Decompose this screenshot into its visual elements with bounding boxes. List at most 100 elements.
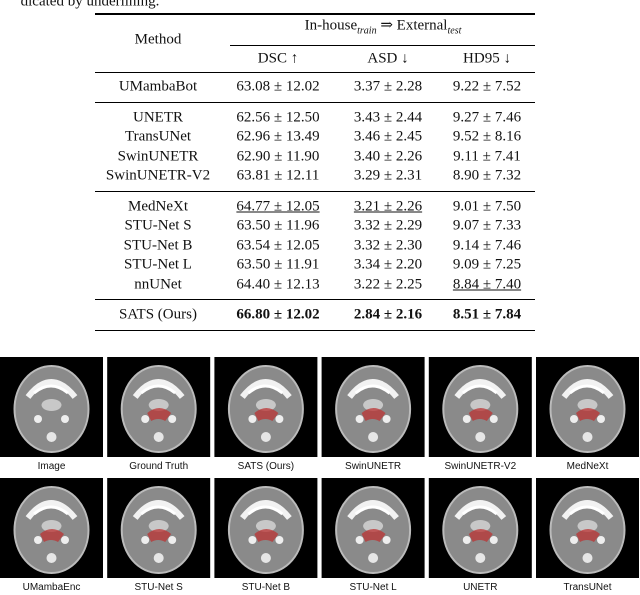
cell: 3.46 ± 2.45 [353, 128, 423, 145]
shape [25, 379, 78, 399]
cell: UNETR [133, 109, 183, 125]
cell: SATS (Ours) [119, 306, 197, 323]
shape [597, 415, 605, 423]
shape [489, 415, 498, 423]
shape [275, 536, 284, 544]
cell: 64.40 ± 12.13 [236, 276, 320, 292]
cell: 3.21 ± 2.26 [353, 198, 423, 214]
shape [361, 529, 386, 542]
cell: 8.84 ± 7.40 [452, 276, 522, 292]
shape [46, 553, 57, 563]
shape [168, 536, 177, 544]
image-label: MedNeXt [566, 461, 609, 472]
shape [549, 486, 626, 574]
cell: 62.56 ± 12.50 [236, 109, 320, 125]
shape [363, 399, 384, 411]
shape [597, 536, 605, 544]
rule [95, 299, 535, 300]
shape [577, 520, 598, 532]
ct-image [536, 478, 639, 578]
cell: STU-Net S [124, 217, 192, 234]
cell: 8.51 ± 7.84 [452, 306, 522, 323]
cell: 63.50 ± 11.96 [236, 217, 320, 234]
shape [248, 415, 257, 423]
cell: 9.09 ± 7.25 [452, 256, 522, 273]
image-label: SwinUNETR [345, 461, 402, 472]
shape [61, 415, 69, 423]
shape [141, 536, 150, 544]
cell: 63.08 ± 12.02 [236, 78, 320, 95]
cell: nnUNet [134, 276, 182, 292]
header: HD95 ↓ [463, 50, 511, 67]
cell: 3.43 ± 2.44 [353, 109, 423, 125]
ct-image [214, 357, 318, 457]
shape [148, 520, 169, 532]
shape [140, 384, 177, 395]
shape [153, 432, 164, 442]
cell: 3.37 ± 2.28 [353, 78, 423, 95]
shape [120, 365, 197, 453]
cell: 63.50 ± 11.91 [236, 256, 320, 273]
shape [382, 415, 391, 423]
ct-image [536, 357, 639, 457]
cell: SwinUNETR [117, 148, 199, 164]
cell: 9.27 ± 7.46 [452, 109, 522, 125]
caption: dicated by underlining. [20, 0, 160, 10]
shape [442, 365, 519, 453]
header: Method [134, 31, 182, 48]
header: ASD ↓ [367, 50, 409, 67]
shape [347, 500, 399, 520]
cell: STU-Net B [123, 237, 193, 253]
shape [577, 399, 598, 411]
ct-image [107, 357, 211, 457]
shape [25, 500, 78, 520]
shape [582, 432, 593, 442]
image-label: UNETR [463, 582, 498, 593]
shape [275, 415, 284, 423]
rule [95, 13, 535, 15]
cell: 9.22 ± 7.52 [452, 78, 522, 95]
shape [240, 500, 292, 520]
shape [470, 520, 491, 532]
shape [468, 529, 493, 542]
shape [382, 536, 391, 544]
shape [561, 379, 614, 399]
cell: 64.77 ± 12.05 [236, 198, 320, 214]
cell: 9.07 ± 7.33 [452, 217, 522, 234]
shape [569, 384, 605, 395]
ct-image [0, 478, 103, 578]
rule [95, 190, 535, 192]
shape [41, 520, 62, 532]
shape [254, 408, 279, 421]
rule [95, 329, 535, 331]
shape [132, 500, 185, 520]
text: test [447, 25, 462, 37]
shape [368, 432, 379, 442]
shape [355, 536, 364, 544]
shape [248, 536, 257, 544]
shape [61, 536, 69, 544]
shape [153, 553, 164, 563]
cell: 9.11 ± 7.41 [453, 148, 521, 164]
shape [576, 408, 600, 421]
ct-image [321, 478, 425, 578]
shape [147, 408, 172, 421]
image-label: Ground Truth [129, 461, 189, 472]
ct-image [428, 478, 532, 578]
cell: TransUNet [124, 128, 192, 145]
shape [454, 379, 507, 399]
shape [354, 505, 391, 516]
cell: 3.29 ± 2.31 [353, 167, 423, 184]
shape [40, 529, 64, 542]
cell: 63.81 ± 12.11 [236, 167, 320, 184]
cell: SwinUNETR-V2 [105, 167, 211, 184]
shape [475, 432, 486, 442]
header: DSC ↑ [257, 50, 299, 67]
shape [13, 486, 90, 574]
shape [34, 536, 42, 544]
shape [140, 505, 177, 516]
cell: 3.40 ± 2.26 [353, 148, 423, 164]
shape [46, 432, 57, 442]
shape [442, 486, 519, 574]
